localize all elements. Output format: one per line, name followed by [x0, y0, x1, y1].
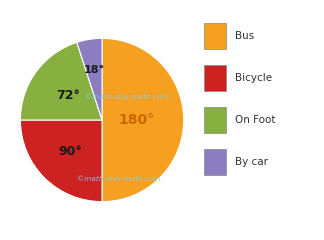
Text: 180°: 180°	[118, 113, 155, 127]
Wedge shape	[20, 120, 102, 202]
Bar	[204, 149, 226, 175]
Text: 90°: 90°	[58, 145, 82, 158]
Bar	[204, 23, 226, 49]
Text: ©math-only-math.com: ©math-only-math.com	[77, 175, 160, 182]
Text: By car: By car	[235, 157, 268, 167]
Bar	[204, 65, 226, 91]
Text: ©math-only-math.com: ©math-only-math.com	[85, 94, 168, 101]
Wedge shape	[20, 42, 102, 120]
Text: 72°: 72°	[56, 89, 80, 102]
Text: 18°: 18°	[84, 65, 105, 75]
Text: Bicycle: Bicycle	[235, 73, 272, 83]
Wedge shape	[77, 38, 102, 120]
Wedge shape	[102, 38, 184, 202]
Text: On Foot: On Foot	[235, 115, 276, 125]
Text: Bus: Bus	[235, 31, 255, 41]
Bar	[204, 107, 226, 133]
